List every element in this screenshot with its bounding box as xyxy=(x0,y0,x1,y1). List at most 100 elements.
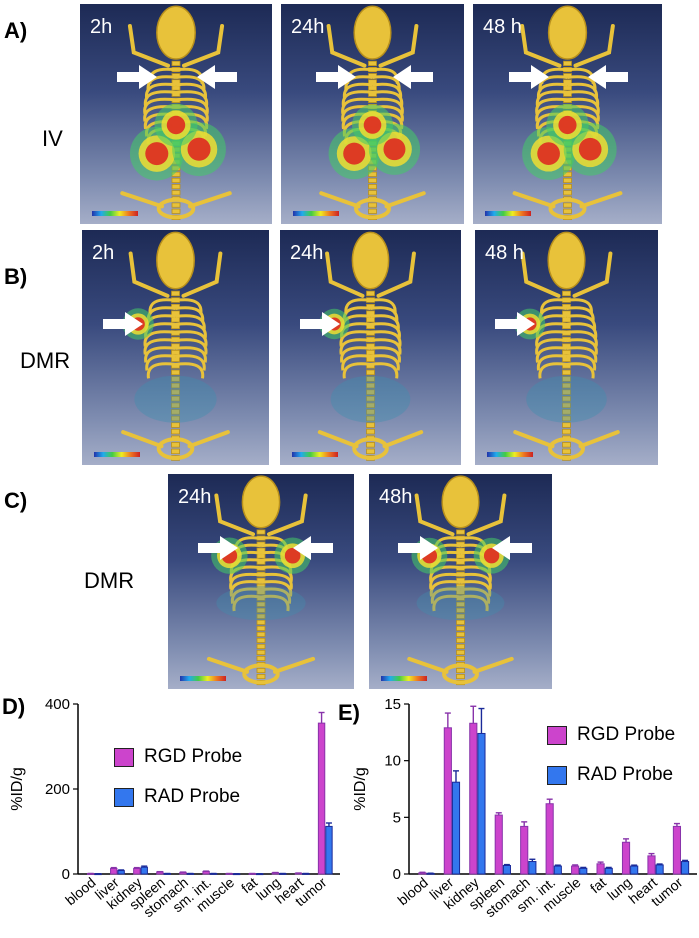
skull xyxy=(156,5,196,60)
vertebra xyxy=(562,382,571,389)
legend-item-rgd: RGD Probe xyxy=(547,724,675,746)
legend-item-rad: RAD Probe xyxy=(114,786,240,808)
vertebra xyxy=(456,637,465,643)
ct-scan-svg xyxy=(512,5,623,220)
vertebra xyxy=(456,631,465,637)
abdominal-signal xyxy=(145,142,169,166)
bar-rad xyxy=(655,864,664,875)
bar-rad xyxy=(681,861,690,875)
vertebra xyxy=(366,317,375,323)
vertebra xyxy=(456,667,465,674)
vertebra xyxy=(368,85,377,91)
vertebra xyxy=(171,422,180,428)
rib xyxy=(260,580,293,597)
scan-b-2: 24h xyxy=(280,230,461,465)
rib xyxy=(538,362,567,379)
skeleton xyxy=(206,475,316,686)
arrow-left-icon xyxy=(392,65,433,90)
vertebra xyxy=(171,190,181,196)
color-scale-bar xyxy=(180,676,226,681)
arrow-shape xyxy=(392,65,433,90)
rib xyxy=(143,90,177,107)
fluorescence-signal xyxy=(129,103,226,181)
pelvis xyxy=(242,663,280,685)
skull xyxy=(353,5,392,60)
arrow-shape xyxy=(102,311,143,336)
rib xyxy=(232,594,262,612)
vertebra xyxy=(256,637,266,643)
vertebra xyxy=(256,553,266,559)
vertebra xyxy=(171,415,180,422)
vertebra xyxy=(256,589,266,595)
vertebra xyxy=(171,448,180,455)
bar-rad xyxy=(477,732,486,875)
right-forelimb xyxy=(378,24,419,68)
arrow-shape xyxy=(292,536,333,561)
y-tick-label: 400 xyxy=(45,696,70,713)
panel-a-letter: A) xyxy=(4,18,28,43)
vertebra xyxy=(563,183,572,190)
vertebra xyxy=(256,655,266,662)
chart-svg: 051015%ID/gbloodliverkidneyspleenstomach… xyxy=(352,696,697,920)
rib xyxy=(430,587,461,604)
scan-a-1: 2h xyxy=(80,4,272,224)
right-hindlimb xyxy=(188,191,232,209)
panel-a-route-label: IV xyxy=(42,126,63,151)
rib xyxy=(143,330,176,347)
y-tick-label: 15 xyxy=(384,696,401,713)
left-hindlimb xyxy=(120,191,164,209)
ct-scan-svg xyxy=(319,5,426,220)
bar-rad xyxy=(553,865,562,875)
vertebra xyxy=(562,317,571,323)
rib xyxy=(535,338,567,355)
vertebra xyxy=(366,349,375,356)
rib xyxy=(175,362,205,379)
panel-b-route-label: DMR xyxy=(20,348,71,373)
vertebra xyxy=(366,428,375,435)
legend-swatch-rgd xyxy=(114,747,134,767)
bar-rgd xyxy=(133,867,141,875)
vertebra xyxy=(366,290,375,297)
vertebra xyxy=(171,290,180,297)
arrow-shape xyxy=(509,65,550,90)
vertebra xyxy=(171,409,180,415)
bar-rad xyxy=(604,867,613,875)
arrow-left-icon xyxy=(491,536,532,561)
vertebra xyxy=(562,349,571,356)
fluorescence-signal xyxy=(328,104,421,180)
tumor-signal xyxy=(483,548,500,564)
right-forelimb xyxy=(267,493,308,537)
vertebra xyxy=(366,415,375,422)
pelvis xyxy=(156,197,196,220)
rib xyxy=(341,90,373,107)
vertebra xyxy=(366,402,375,409)
rib xyxy=(230,587,262,604)
rib xyxy=(370,322,401,339)
vertebra xyxy=(256,643,266,649)
right-hindlimb xyxy=(382,430,424,449)
vertebra xyxy=(368,60,377,67)
ct-scan-svg xyxy=(317,231,424,461)
rib xyxy=(175,330,208,347)
left-hindlimb xyxy=(407,656,449,674)
rib xyxy=(144,346,176,363)
arrow-shape xyxy=(588,65,629,90)
ct-scan-svg xyxy=(121,231,230,461)
arrow-right-icon xyxy=(197,536,238,561)
arrow-left-icon xyxy=(588,65,629,90)
biodistribution-chart-e: 0 5 10 15 %ID/g blood liver kidney spleen stomach… xyxy=(345,690,699,938)
bar-rad xyxy=(140,866,148,875)
vertebra xyxy=(171,85,181,91)
rib xyxy=(535,346,567,363)
vertebra xyxy=(368,183,377,190)
rib xyxy=(341,354,371,371)
rib xyxy=(340,346,371,363)
left-hindlimb xyxy=(206,656,249,674)
vertebra xyxy=(171,208,181,214)
color-scale-bar xyxy=(293,211,339,216)
vertebra xyxy=(366,442,375,448)
legend-label-rgd: RGD Probe xyxy=(144,746,243,767)
rib xyxy=(175,90,209,107)
vertebra xyxy=(562,415,571,422)
vertebra xyxy=(171,177,181,184)
